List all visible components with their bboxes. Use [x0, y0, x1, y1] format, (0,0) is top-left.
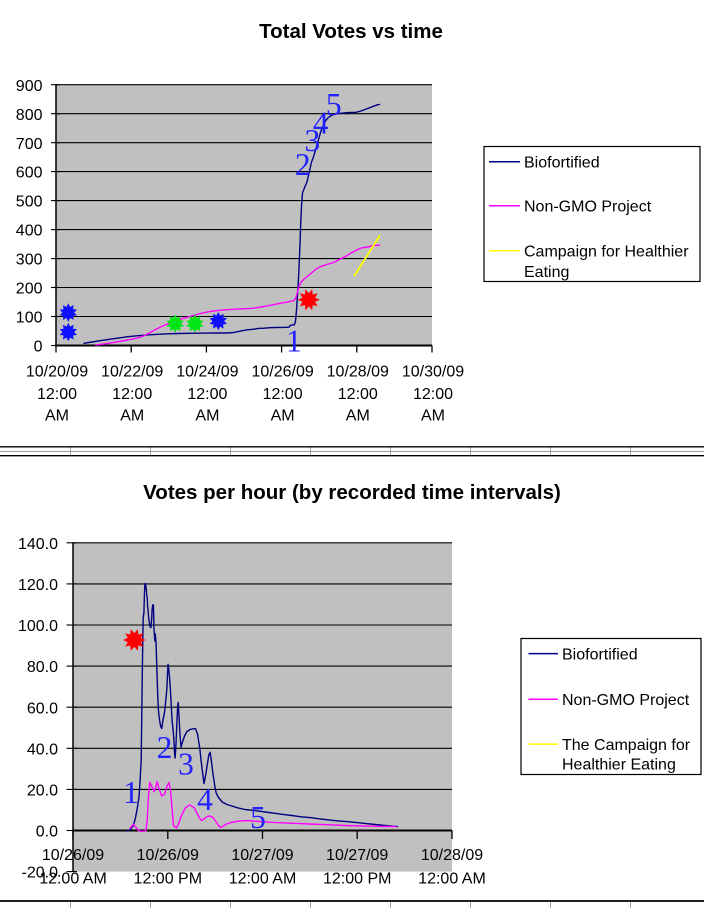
- svg-text:Biofortified: Biofortified: [562, 646, 638, 663]
- svg-text:2: 2: [157, 730, 173, 765]
- svg-text:12:00: 12:00: [37, 386, 77, 403]
- svg-text:5: 5: [326, 87, 342, 122]
- svg-text:1: 1: [123, 775, 139, 810]
- svg-text:100.0: 100.0: [18, 618, 58, 635]
- svg-text:AM: AM: [45, 408, 69, 425]
- svg-text:10/28/09: 10/28/09: [327, 364, 389, 381]
- svg-text:12:00: 12:00: [112, 386, 152, 403]
- svg-text:AM: AM: [346, 408, 370, 425]
- svg-text:12:00: 12:00: [338, 386, 378, 403]
- svg-text:Votes per hour (by recorded ti: Votes per hour (by recorded time interva…: [143, 481, 561, 504]
- svg-text:AM: AM: [120, 408, 144, 425]
- svg-text:700: 700: [16, 136, 43, 153]
- svg-text:AM: AM: [421, 408, 445, 425]
- svg-text:140.0: 140.0: [18, 536, 58, 553]
- svg-text:10/24/09: 10/24/09: [176, 364, 238, 381]
- svg-text:0: 0: [34, 339, 43, 356]
- svg-text:40.0: 40.0: [27, 741, 58, 758]
- svg-text:10/27/09: 10/27/09: [326, 847, 388, 864]
- svg-text:900: 900: [16, 78, 43, 95]
- svg-text:12:00 AM: 12:00 AM: [229, 871, 297, 888]
- svg-text:20.0: 20.0: [27, 783, 58, 800]
- svg-text:12:00 PM: 12:00 PM: [323, 871, 391, 888]
- svg-text:800: 800: [16, 107, 43, 124]
- svg-text:Non-GMO Project: Non-GMO Project: [524, 199, 652, 216]
- svg-text:1: 1: [286, 324, 302, 359]
- svg-text:10/28/09: 10/28/09: [421, 847, 483, 864]
- svg-text:12:00 AM: 12:00 AM: [39, 871, 107, 888]
- svg-text:12:00 PM: 12:00 PM: [134, 871, 202, 888]
- svg-text:Eating: Eating: [524, 264, 569, 281]
- svg-text:2: 2: [295, 147, 311, 182]
- svg-text:Healthier Eating: Healthier Eating: [562, 757, 676, 774]
- svg-text:300: 300: [16, 252, 43, 269]
- svg-text:AM: AM: [195, 408, 219, 425]
- svg-text:60.0: 60.0: [27, 700, 58, 717]
- svg-text:10/26/09: 10/26/09: [137, 847, 199, 864]
- svg-text:The Campaign for: The Campaign for: [562, 737, 691, 754]
- svg-text:Total Votes vs time: Total Votes vs time: [259, 20, 443, 43]
- svg-text:10/26/09: 10/26/09: [251, 364, 313, 381]
- svg-text:Campaign for Healthier: Campaign for Healthier: [524, 244, 689, 261]
- svg-text:4: 4: [197, 782, 213, 817]
- svg-text:10/30/09: 10/30/09: [402, 364, 464, 381]
- svg-text:3: 3: [305, 123, 321, 158]
- svg-text:0.0: 0.0: [36, 824, 58, 841]
- svg-text:400: 400: [16, 223, 43, 240]
- svg-text:12:00 AM: 12:00 AM: [418, 871, 486, 888]
- svg-text:10/22/09: 10/22/09: [101, 364, 163, 381]
- svg-text:80.0: 80.0: [27, 659, 58, 676]
- svg-text:4: 4: [313, 106, 329, 141]
- svg-text:-20.0: -20.0: [22, 865, 59, 882]
- svg-text:3: 3: [178, 747, 194, 782]
- svg-text:Non-GMO Project: Non-GMO Project: [562, 692, 690, 709]
- svg-text:10/26/09: 10/26/09: [42, 847, 104, 864]
- svg-text:12:00: 12:00: [187, 386, 227, 403]
- svg-text:Biofortified: Biofortified: [524, 155, 600, 172]
- svg-text:5: 5: [250, 800, 266, 835]
- svg-text:500: 500: [16, 194, 43, 211]
- svg-text:10/27/09: 10/27/09: [231, 847, 293, 864]
- svg-text:100: 100: [16, 310, 43, 327]
- svg-text:120.0: 120.0: [18, 577, 58, 594]
- svg-text:12:00: 12:00: [413, 386, 453, 403]
- svg-text:12:00: 12:00: [263, 386, 303, 403]
- svg-text:AM: AM: [271, 408, 295, 425]
- svg-text:10/20/09: 10/20/09: [26, 364, 88, 381]
- svg-text:600: 600: [16, 165, 43, 182]
- svg-text:200: 200: [16, 281, 43, 298]
